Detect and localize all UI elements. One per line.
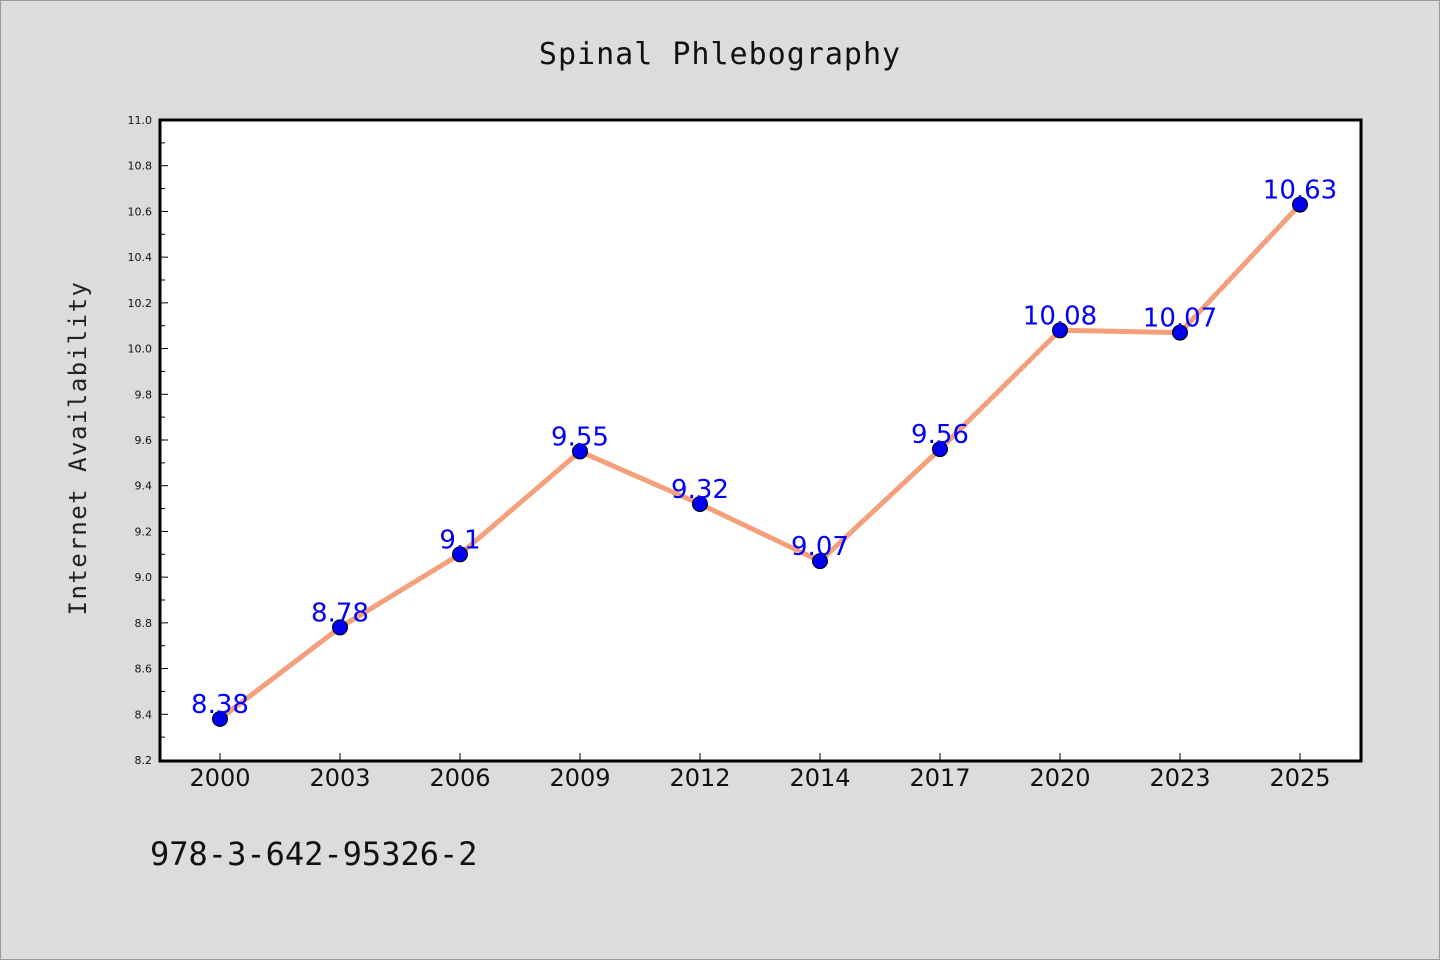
x-tick-label: 2012 (669, 764, 730, 792)
x-tick-label: 2023 (1149, 764, 1210, 792)
y-tick-label: 9.6 (135, 434, 153, 447)
y-tick-label: 9.8 (135, 388, 153, 401)
data-series: 8.38 8.78 9.1 9.55 9.32 9.07 9.56 10.08 10.07 10.… (191, 176, 1337, 727)
x-tick-label: 2020 (1029, 764, 1090, 792)
y-axis-label: Internet Availability (64, 281, 92, 616)
y-tick-label: 9.2 (135, 525, 153, 538)
y-tick-label: 10.6 (128, 205, 153, 218)
y-tick-label: 8.2 (135, 754, 153, 767)
data-point (1172, 324, 1188, 341)
x-tick-label: 2017 (909, 764, 970, 792)
data-label: 9.55 (551, 422, 609, 452)
data-label: 9.1 (439, 525, 480, 555)
data-point (1292, 196, 1308, 213)
x-tick-label: 2006 (429, 764, 490, 792)
data-point (212, 710, 228, 727)
x-tick-label: 2003 (309, 764, 370, 792)
y-tick-label: 9.4 (135, 480, 153, 493)
y-tick-label: 8.8 (135, 617, 153, 630)
y-tick-label: 10.8 (128, 160, 153, 173)
y-tick-label: 10.4 (128, 251, 153, 264)
data-point (572, 443, 588, 460)
y-tick-label: 9.0 (135, 571, 153, 584)
data-point (332, 619, 348, 636)
y-tick-label: 10.2 (128, 297, 153, 310)
x-tick-label: 2014 (789, 764, 850, 792)
x-tick-label: 2025 (1269, 764, 1330, 792)
data-label: 10.08 (1023, 301, 1097, 331)
x-axis: 2000 2003 2006 2009 2012 2014 2017 2020 2023 2025 (189, 753, 1331, 792)
y-axis: 8.2 8.4 8.6 8.8 9.0 9.2 9.4 9.6 9.8 10.0 10.2 10.4 1… (128, 114, 168, 767)
data-point (1052, 322, 1068, 339)
x-tick-label: 2000 (189, 764, 250, 792)
data-label: 10.63 (1263, 176, 1337, 206)
chart-title: Spinal Phlebography (539, 37, 901, 72)
data-label: 9.32 (671, 475, 729, 505)
y-tick-label: 8.4 (135, 708, 153, 721)
y-tick-label: 10.0 (128, 343, 153, 356)
data-label: 10.07 (1143, 304, 1217, 334)
data-point (812, 553, 828, 570)
y-tick-label: 11.0 (128, 114, 153, 127)
data-point (932, 441, 948, 458)
x-tick-label: 2009 (549, 764, 610, 792)
data-label: 8.78 (311, 598, 369, 628)
data-label: 9.07 (791, 532, 849, 562)
data-label: 8.38 (191, 690, 249, 720)
y-tick-label: 8.6 (135, 663, 153, 676)
plot-area (158, 118, 1363, 763)
data-point (452, 546, 468, 563)
footnote-isbn: 978-3-642-95326-2 (150, 835, 478, 873)
data-label: 9.56 (911, 420, 969, 450)
data-point (692, 496, 708, 512)
series-line (217, 202, 1303, 722)
